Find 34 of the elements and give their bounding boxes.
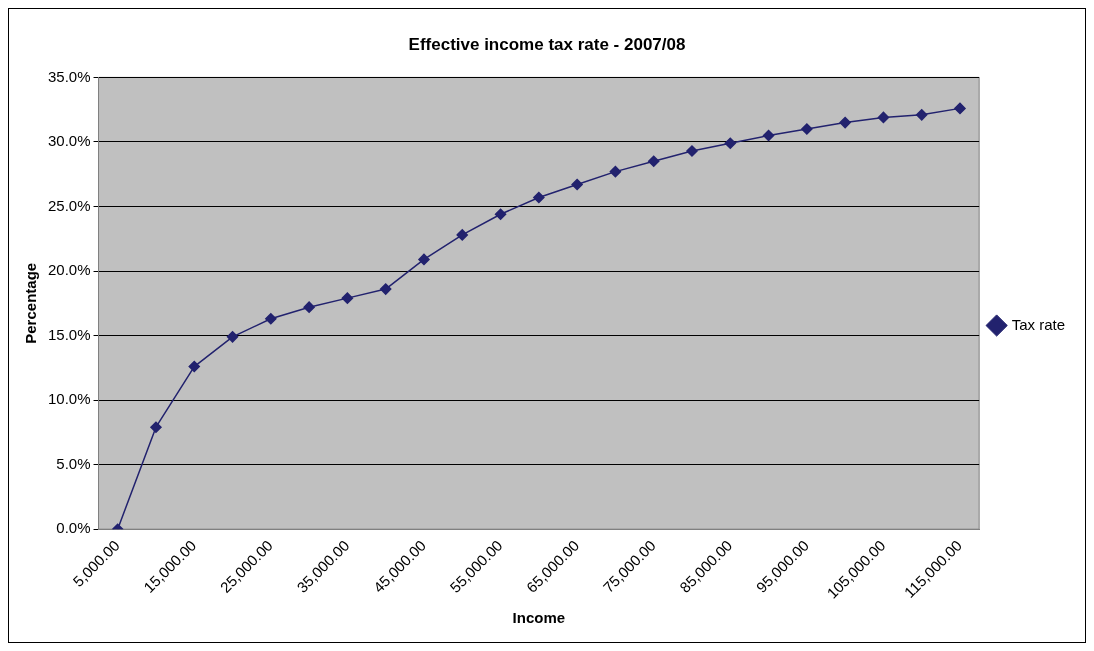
y-tick-label: 0.0% bbox=[56, 519, 91, 537]
point bbox=[379, 283, 392, 295]
chart-title: Effective income tax rate - 2007/08 bbox=[408, 34, 686, 54]
point bbox=[150, 421, 162, 433]
y-tick-label: 5.0% bbox=[56, 454, 91, 472]
point bbox=[609, 165, 622, 178]
point bbox=[494, 208, 507, 220]
y-tick-label: 20.0% bbox=[47, 261, 91, 279]
y-tick-label: 35.0% bbox=[47, 67, 91, 85]
point bbox=[533, 191, 545, 204]
point bbox=[418, 253, 430, 266]
point bbox=[341, 292, 354, 304]
y-axis-title: Percentage bbox=[22, 262, 40, 344]
x-axis-title: Income bbox=[512, 609, 566, 627]
y-tick-label: 30.0% bbox=[47, 132, 91, 150]
point bbox=[571, 178, 583, 191]
point bbox=[188, 360, 200, 373]
point bbox=[724, 137, 737, 149]
point bbox=[839, 116, 851, 129]
point bbox=[954, 102, 966, 115]
point bbox=[686, 145, 698, 157]
y-tick-label: 25.0% bbox=[47, 196, 91, 214]
point bbox=[801, 123, 813, 135]
y-tick-label: 10.0% bbox=[47, 390, 91, 408]
point bbox=[226, 331, 239, 343]
point bbox=[265, 313, 277, 325]
point bbox=[877, 111, 890, 124]
point bbox=[915, 109, 928, 121]
point bbox=[762, 129, 775, 142]
legend-label: Tax rate bbox=[1011, 315, 1065, 333]
point bbox=[647, 155, 660, 168]
y-tick-label: 15.0% bbox=[47, 325, 91, 343]
point bbox=[303, 301, 315, 313]
point bbox=[456, 229, 469, 241]
